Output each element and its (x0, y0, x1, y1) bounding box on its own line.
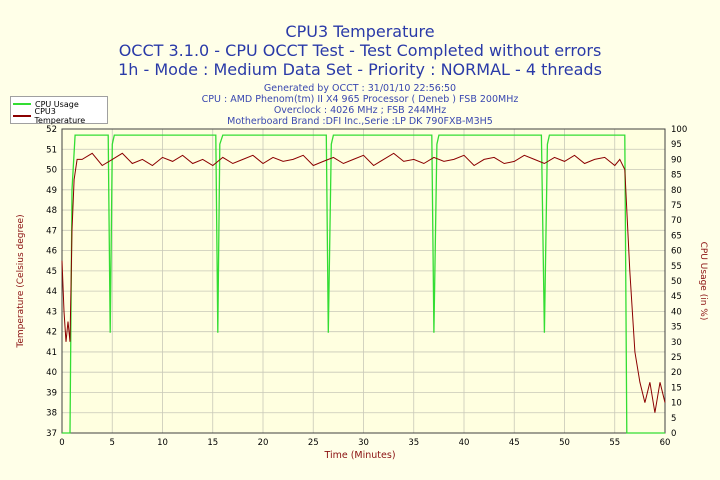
x-tick-label: 15 (207, 438, 218, 448)
y-left-tick-label: 38 (46, 409, 57, 419)
y-right-tick-label: 60 (671, 247, 682, 257)
y-right-tick-label: 100 (671, 125, 687, 135)
y-right-tick-label: 40 (671, 307, 682, 317)
series-line-cpu3-temperature (61, 152, 666, 413)
y-right-tick-label: 15 (671, 383, 682, 393)
y-left-tick-label: 37 (46, 429, 57, 439)
y-right-tick-label: 85 (671, 171, 682, 181)
x-tick-label: 60 (660, 438, 671, 448)
legend-item-cpu3-temperature: CPU3 Temperature (13, 107, 107, 125)
y-right-tick-label: 80 (671, 186, 682, 196)
y-right-tick-label: 35 (671, 323, 682, 333)
x-tick-label: 10 (157, 438, 168, 448)
y-right-tick-label: 50 (671, 277, 682, 287)
y-right-tick-label: 25 (671, 353, 682, 363)
y-right-tick-label: 55 (671, 262, 682, 272)
y-left-tick-label: 51 (46, 145, 57, 155)
x-tick-label: 5 (110, 438, 115, 448)
legend-label-cpu-usage: CPU Usage (35, 99, 79, 109)
x-tick-label: 25 (308, 438, 319, 448)
y-left-tick-label: 50 (46, 166, 57, 176)
y-right-tick-label: 5 (671, 414, 676, 424)
y-right-tick-label: 10 (671, 399, 682, 409)
series-line-cpu-usage (62, 134, 665, 434)
y-right-tick-label: 70 (671, 216, 682, 226)
cpu-info: CPU : AMD Phenom(tm) II X4 965 Processor… (201, 94, 519, 105)
legend-label-cpu3-temperature: CPU3 Temperature (34, 107, 86, 125)
x-tick-label: 45 (509, 438, 520, 448)
x-tick-label: 35 (408, 438, 419, 448)
y-left-tick-label: 46 (46, 247, 57, 257)
y-left-tick-label: 40 (46, 368, 57, 378)
chart-subtitle-mode: 1h - Mode : Medium Data Set - Priority :… (118, 60, 602, 79)
y-right-tick-label: 0 (671, 429, 676, 439)
x-axis-label: Time (Minutes) (324, 450, 396, 461)
y-right-tick-label: 45 (671, 292, 682, 302)
x-tick-label: 50 (559, 438, 570, 448)
y-left-tick-label: 45 (46, 267, 57, 277)
x-tick-label: 20 (258, 438, 269, 448)
y-left-tick-label: 48 (46, 206, 57, 216)
y-right-tick-label: 75 (671, 201, 682, 211)
y-axis-right-label: CPU Usage (in %) (698, 241, 708, 321)
plot-frame (61, 128, 666, 434)
y-left-tick-label: 44 (46, 287, 57, 297)
motherboard-info: Motherboard Brand :DFI Inc.,Serie :LP DK… (227, 116, 493, 127)
x-tick-label: 40 (459, 438, 470, 448)
y-left-tick-label: 42 (46, 328, 57, 338)
overclock-info: Overclock : 4026 MHz ; FSB 244MHz (273, 105, 447, 116)
y-right-tick-label: 20 (671, 368, 682, 378)
chart-title: CPU3 Temperature (285, 22, 435, 41)
y-right-tick-label: 65 (671, 231, 682, 241)
y-left-tick-label: 49 (46, 186, 57, 196)
legend-swatch-cpu3-temperature (13, 115, 31, 117)
y-left-tick-label: 43 (46, 307, 57, 317)
x-tick-label: 55 (609, 438, 620, 448)
x-tick-label: 0 (59, 438, 64, 448)
legend: CPU Usage CPU3 Temperature (10, 96, 108, 125)
y-left-tick-label: 52 (46, 125, 57, 135)
chart-subtitle-test: OCCT 3.1.0 - CPU OCCT Test - Test Comple… (118, 41, 602, 60)
legend-item-cpu-usage: CPU Usage (13, 98, 79, 110)
legend-swatch-cpu-usage (13, 103, 31, 105)
y-right-tick-label: 30 (671, 338, 682, 348)
y-left-tick-label: 41 (46, 348, 57, 358)
generated-info: Generated by OCCT : 31/01/10 22:56:50 (263, 83, 457, 94)
y-left-tick-label: 39 (46, 388, 57, 398)
y-right-tick-label: 90 (671, 155, 682, 165)
y-right-tick-label: 95 (671, 140, 682, 150)
y-axis-left-label: Temperature (Celsius degree) (16, 214, 26, 348)
x-tick-label: 30 (358, 438, 369, 448)
y-left-tick-label: 47 (46, 226, 57, 236)
